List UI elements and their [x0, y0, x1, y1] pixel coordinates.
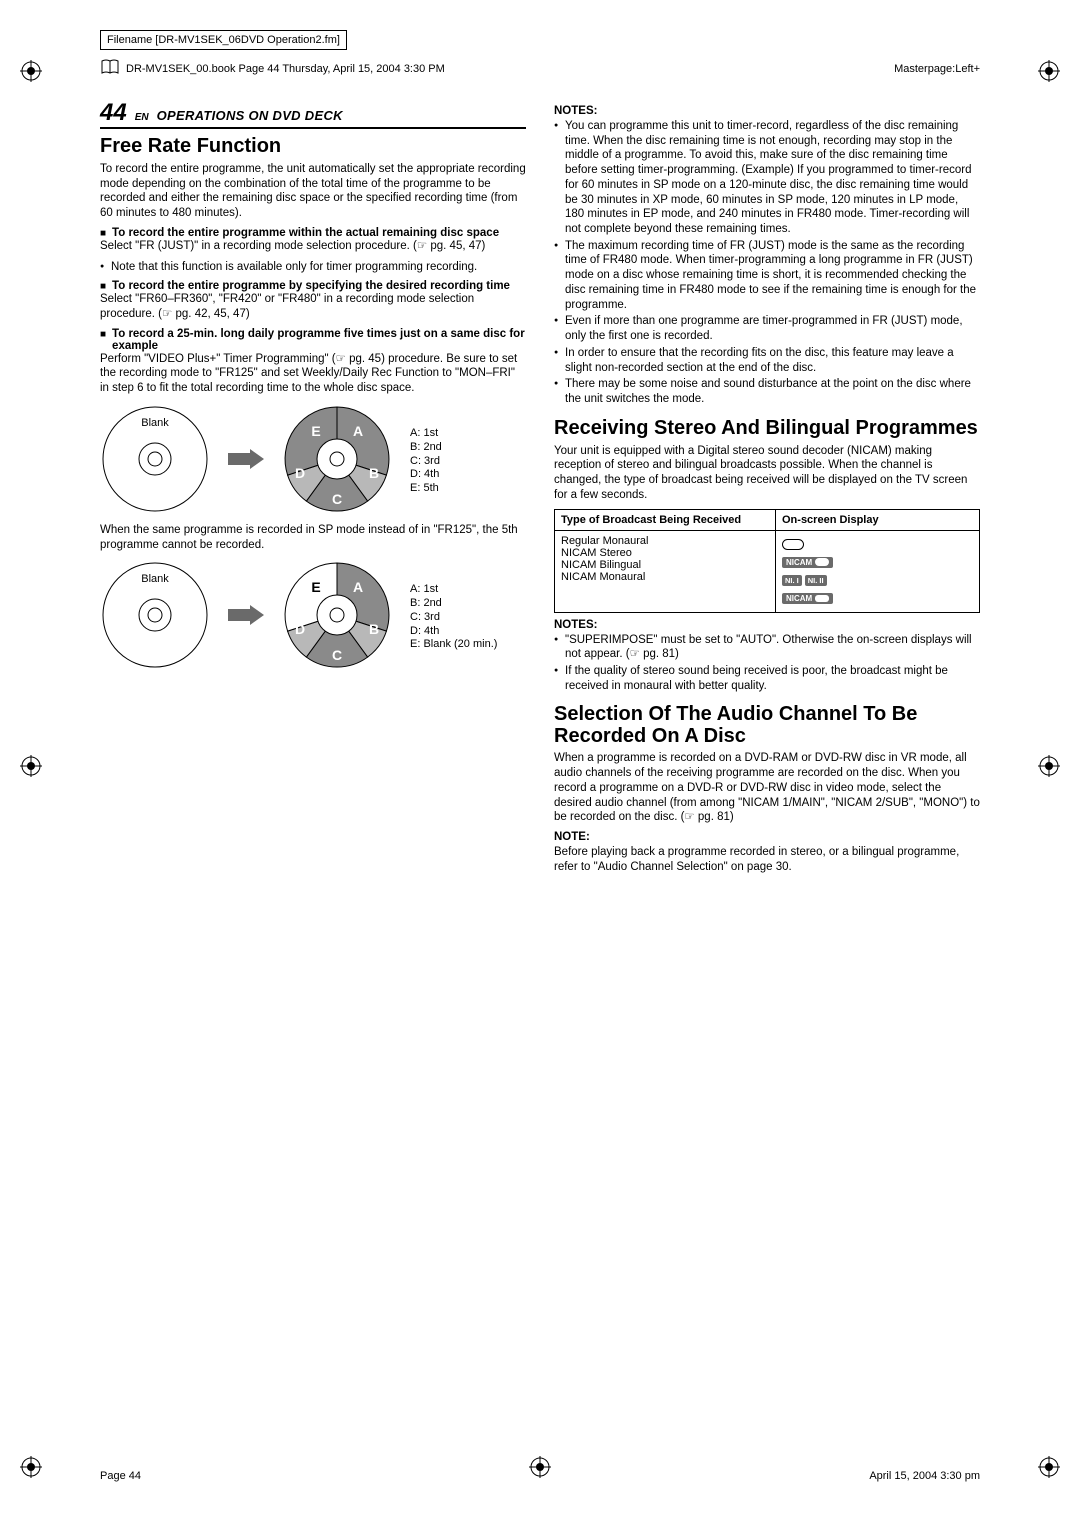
masterpage-label: Masterpage:Left+	[894, 63, 980, 75]
left-column: 44 EN OPERATIONS ON DVD DECK Free Rate F…	[100, 99, 526, 880]
sub1-note: Note that this function is available onl…	[100, 260, 526, 275]
svg-text:E: E	[311, 423, 320, 439]
subhead-2: ■To record the entire programme by speci…	[100, 280, 526, 292]
subhead-3: ■To record a 25-min. long daily programm…	[100, 328, 526, 352]
stereo-body: Your unit is equipped with a Digital ste…	[554, 444, 980, 503]
intro-paragraph: To record the entire programme, the unit…	[100, 162, 526, 221]
disc1-legend: A: 1st B: 2nd C: 3rd D: 4th E: 5th	[410, 427, 442, 496]
crop-mark-icon	[20, 60, 42, 82]
crop-mark-icon	[1038, 755, 1060, 777]
sub1-body: Select "FR (JUST)" in a recording mode s…	[100, 239, 526, 254]
notes2-heading: NOTES:	[554, 619, 980, 631]
sub2-body: Select "FR60–FR360", "FR420" or "FR480" …	[100, 292, 526, 321]
footer-date: April 15, 2004 3:30 pm	[869, 1470, 980, 1482]
notes-heading: NOTES:	[554, 105, 980, 117]
note-item: If the quality of stereo sound being rec…	[554, 664, 980, 693]
note-item: You can programme this unit to timer-rec…	[554, 119, 980, 237]
svg-text:D: D	[295, 621, 305, 637]
footer-page: Page 44	[100, 1470, 141, 1482]
svg-text:Blank: Blank	[141, 573, 169, 585]
book-line: DR-MV1SEK_00.book Page 44 Thursday, Apri…	[126, 63, 445, 75]
crop-mark-icon	[20, 755, 42, 777]
broadcast-table: Type of Broadcast Being Received On-scre…	[554, 509, 980, 613]
nicam-bilingual-badge: NI. INI. II	[782, 575, 827, 586]
right-column: NOTES: You can programme this unit to ti…	[554, 99, 980, 880]
square-bullet-icon: ■	[100, 280, 106, 292]
arrow-right-icon	[228, 605, 264, 630]
disc-diagram-1: Blank A B C	[100, 404, 526, 519]
square-bullet-icon: ■	[100, 227, 106, 239]
notes-list: You can programme this unit to timer-rec…	[554, 119, 980, 407]
blank-label: Blank	[141, 417, 169, 429]
table-cell-types: Regular Monaural NICAM Stereo NICAM Bili…	[555, 530, 776, 612]
note-item: In order to ensure that the recording fi…	[554, 346, 980, 375]
pill-icon	[782, 539, 804, 550]
blank-disc-icon: Blank	[100, 560, 210, 675]
heading-audio-channel: Selection Of The Audio Channel To Be Rec…	[554, 703, 980, 747]
section-title: OPERATIONS ON DVD DECK	[157, 108, 343, 123]
crop-mark-icon	[1038, 60, 1060, 82]
svg-text:B: B	[369, 465, 379, 481]
sub3-body: Perform "VIDEO Plus+" Timer Programming"…	[100, 352, 526, 396]
svg-text:D: D	[295, 465, 305, 481]
note-item: Even if more than one programme are time…	[554, 314, 980, 343]
page-header: 44 EN OPERATIONS ON DVD DECK	[100, 99, 526, 129]
page-meta-row: DR-MV1SEK_00.book Page 44 Thursday, Apri…	[100, 58, 980, 79]
svg-text:B: B	[369, 621, 379, 637]
heading-free-rate: Free Rate Function	[100, 135, 526, 158]
note-item: The maximum recording time of FR (JUST) …	[554, 239, 980, 313]
disc-diagram-2: Blank A B C	[100, 560, 526, 675]
footer: Page 44 April 15, 2004 3:30 pm	[100, 1470, 980, 1482]
arrow-right-icon	[228, 449, 264, 474]
filename-bar: Filename [DR-MV1SEK_06DVD Operation2.fm]	[100, 30, 347, 50]
nicam-stereo-badge: NICAM	[782, 557, 833, 568]
table-header: Type of Broadcast Being Received	[555, 509, 776, 530]
svg-text:C: C	[332, 647, 342, 663]
table-cell-osd: NICAM NI. INI. II NICAM	[776, 530, 980, 612]
manual-page: Filename [DR-MV1SEK_06DVD Operation2.fm]…	[0, 0, 1080, 1528]
segmented-disc-icon: A B C D E	[282, 404, 392, 519]
book-icon	[100, 58, 120, 79]
subhead-1: ■To record the entire programme within t…	[100, 227, 526, 239]
blank-disc-icon: Blank	[100, 404, 210, 519]
svg-text:A: A	[353, 423, 363, 439]
notes2-list: "SUPERIMPOSE" must be set to "AUTO". Oth…	[554, 633, 980, 694]
audio-channel-body: When a programme is recorded on a DVD-RA…	[554, 751, 980, 825]
crop-mark-icon	[1038, 1456, 1060, 1478]
note3-body: Before playing back a programme recorded…	[554, 845, 980, 874]
nicam-mono-badge: NICAM	[782, 593, 833, 604]
note-item: There may be some noise and sound distur…	[554, 377, 980, 406]
note-item: "SUPERIMPOSE" must be set to "AUTO". Oth…	[554, 633, 980, 662]
table-header: On-screen Display	[776, 509, 980, 530]
svg-text:A: A	[353, 579, 363, 595]
crop-mark-icon	[20, 1456, 42, 1478]
svg-text:C: C	[332, 491, 342, 507]
page-number: 44	[100, 99, 127, 127]
mid-text: When the same programme is recorded in S…	[100, 523, 526, 552]
heading-stereo: Receiving Stereo And Bilingual Programme…	[554, 417, 980, 440]
svg-text:E: E	[311, 579, 320, 595]
square-bullet-icon: ■	[100, 328, 106, 352]
page-lang: EN	[135, 112, 149, 123]
note3-heading: NOTE:	[554, 831, 980, 843]
segmented-disc-icon: A B C D E	[282, 560, 392, 675]
disc2-legend: A: 1st B: 2nd C: 3rd D: 4th E: Blank (20…	[410, 583, 497, 652]
